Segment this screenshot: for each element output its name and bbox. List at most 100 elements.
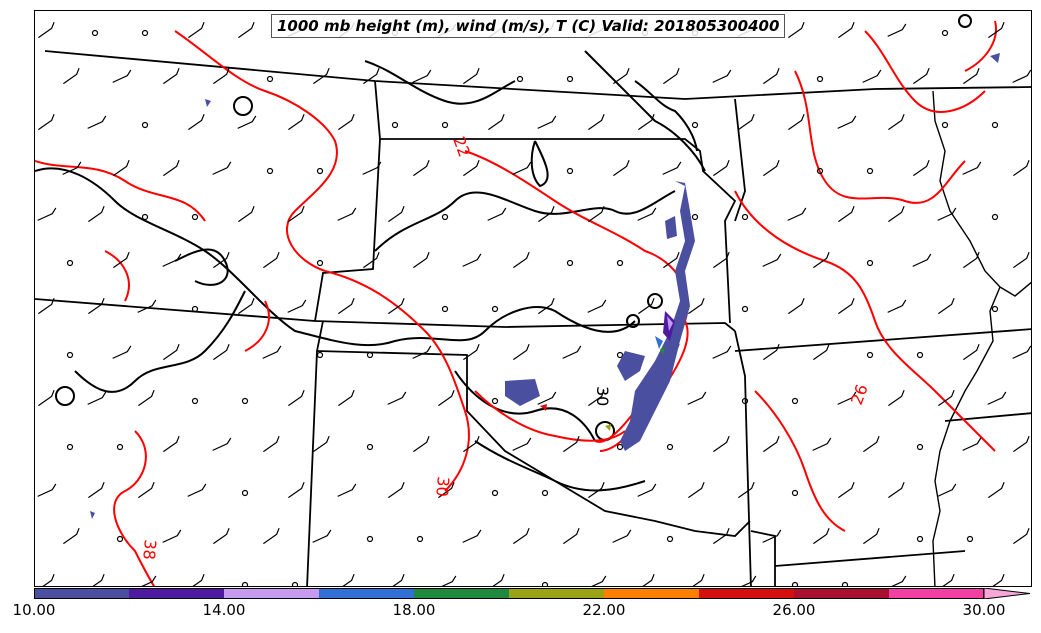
river-border <box>932 90 1001 288</box>
wind-barb <box>888 389 905 407</box>
wind-barb <box>137 575 157 586</box>
wind-barb <box>37 483 57 497</box>
precip-band <box>617 351 645 381</box>
height-contour <box>374 190 676 252</box>
wind-barb <box>741 213 749 221</box>
wind-barb <box>991 213 999 221</box>
wind-barb <box>38 297 55 315</box>
wind-barb <box>712 69 732 83</box>
wind-barb <box>837 115 857 129</box>
wind-barb <box>213 527 230 545</box>
wind-barb <box>613 159 630 177</box>
wind-barb <box>362 161 382 175</box>
colorbar-outline <box>34 588 984 599</box>
wind-barb <box>338 389 355 407</box>
wind-barb <box>238 205 255 223</box>
wind-barb <box>638 113 655 131</box>
height-contours <box>35 14 972 492</box>
wind-barb <box>963 251 980 269</box>
height-contour <box>584 50 706 172</box>
wind-barb <box>588 113 605 131</box>
wind-barb <box>613 67 630 85</box>
colorbar-tick-label: 26.00 <box>772 601 816 619</box>
wind-barb <box>866 259 874 267</box>
wind-barb <box>463 435 480 453</box>
wind-barb <box>191 305 199 313</box>
wind-barb <box>316 351 324 359</box>
wind-barb <box>187 483 207 497</box>
wind-barb <box>263 435 280 453</box>
wind-barb <box>88 205 105 223</box>
height-contour <box>474 440 646 492</box>
wind-barb <box>866 351 874 359</box>
wind-barb <box>888 481 905 499</box>
wind-barb <box>416 535 424 543</box>
wind-barb <box>366 351 374 359</box>
wind-barb <box>388 481 405 499</box>
wind-barb <box>112 69 132 83</box>
wind-barb <box>763 435 780 453</box>
wind-barb <box>516 75 524 83</box>
wind-barb <box>566 259 574 267</box>
wind-barb <box>737 575 757 586</box>
wind-barb <box>462 529 482 543</box>
wind-barb <box>387 391 407 405</box>
wind-barb <box>287 299 307 313</box>
wind-barb <box>713 435 730 453</box>
state-border <box>316 350 751 537</box>
temp-contour <box>35 160 206 222</box>
state-border <box>35 298 736 332</box>
wind-barb <box>138 481 155 499</box>
temperature-contours <box>35 20 997 586</box>
state-border <box>306 320 324 586</box>
temp-contour <box>794 70 966 204</box>
temp-contour <box>174 30 338 272</box>
wind-barb <box>691 213 699 221</box>
wind-barb <box>837 391 857 405</box>
wind-barb <box>991 305 999 313</box>
wind-barb <box>888 113 905 131</box>
precip-band <box>505 379 540 406</box>
wind-barb <box>313 435 330 453</box>
wind-barb <box>66 259 74 267</box>
wind-barb <box>887 299 907 313</box>
wind-barb <box>441 121 449 129</box>
wind-barb <box>763 159 780 177</box>
wind-barb <box>388 205 405 223</box>
contour-label: 26 <box>847 382 872 408</box>
colorbar-segment <box>319 588 415 599</box>
wind-barb <box>238 21 255 39</box>
height-contour <box>174 248 229 286</box>
wind-barb <box>188 573 205 586</box>
wind-barb <box>966 535 974 543</box>
wind-barb <box>941 29 949 37</box>
wind-barb <box>763 343 780 361</box>
wind-barb <box>87 115 107 129</box>
wind-barb <box>713 527 730 545</box>
wind-barb <box>637 207 657 221</box>
wind-barb <box>712 345 732 359</box>
wind-barb <box>91 29 99 37</box>
wind-barb <box>688 573 705 586</box>
wind-barb <box>563 435 580 453</box>
wind-barb <box>563 527 580 545</box>
wind-barb <box>538 297 555 315</box>
map-canvas: 22 26 30 38 30 <box>35 14 1031 586</box>
wind-barb <box>241 489 249 497</box>
wind-barbs <box>37 21 1031 586</box>
precip-band <box>667 316 673 331</box>
wind-barb <box>838 297 855 315</box>
colorbar-extend <box>983 588 1031 599</box>
wind-barb <box>762 529 782 543</box>
wind-barb <box>788 297 805 315</box>
wind-barb <box>616 351 624 359</box>
wind-barb <box>787 207 807 221</box>
wind-barb <box>366 535 374 543</box>
wind-barb <box>116 443 124 451</box>
wind-barb <box>238 297 255 315</box>
wind-barb <box>688 297 705 315</box>
wind-barb <box>963 67 980 85</box>
contour-label: 30 <box>593 386 612 406</box>
wind-barb <box>991 121 999 129</box>
wind-barb <box>812 437 832 451</box>
